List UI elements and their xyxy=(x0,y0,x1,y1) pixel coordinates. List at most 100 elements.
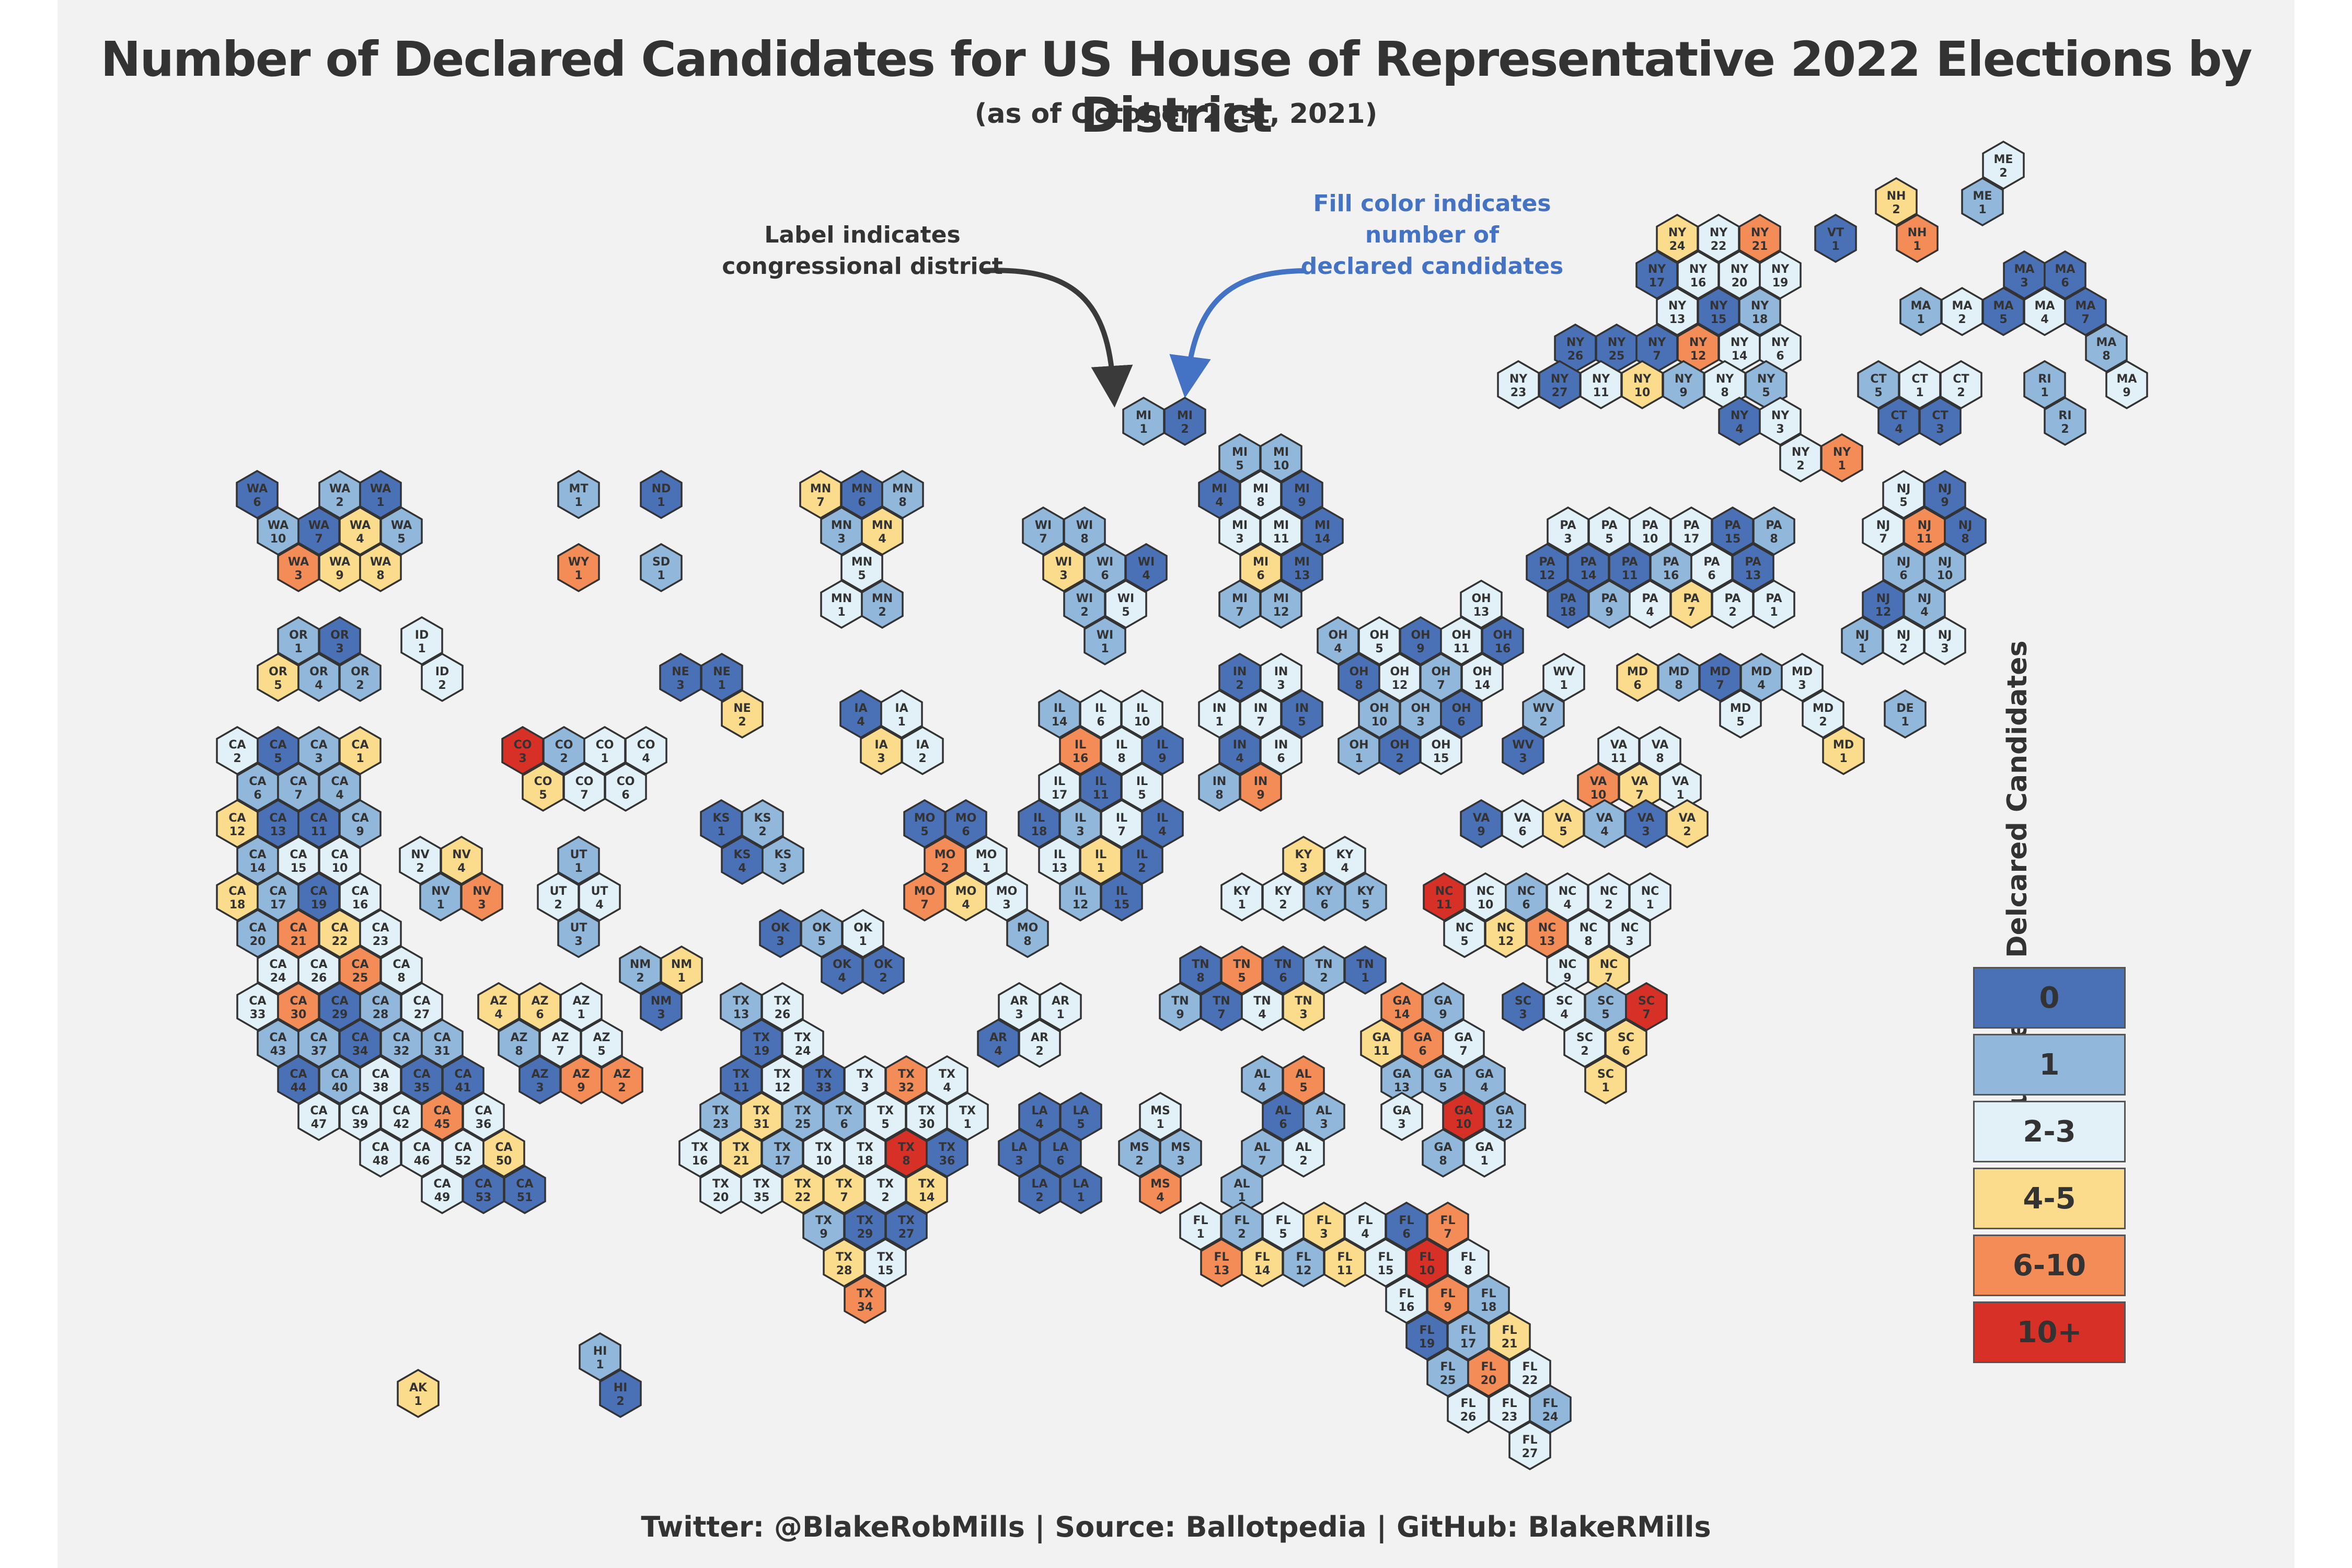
district-state-label: AR xyxy=(989,1031,1007,1044)
district-number-label: 1 xyxy=(577,1008,585,1021)
district-state-label: NY xyxy=(1566,336,1585,349)
district-hexes: ME2ME1NH2NH1VT1NY24NY22NY21NY17NY16NY20N… xyxy=(216,140,2148,1471)
district-state-label: IN xyxy=(1254,775,1268,788)
district-state-label: NY xyxy=(1731,409,1749,422)
district-state-label: WY xyxy=(568,556,590,569)
district-number-label: 5 xyxy=(1605,533,1613,546)
district-hex-ct-3: CT3 xyxy=(1919,396,1962,446)
district-state-label: NY xyxy=(1689,263,1708,276)
district-state-label: NJ xyxy=(1938,482,1952,495)
district-state-label: IA xyxy=(895,702,908,715)
district-number-label: 3 xyxy=(657,1008,665,1021)
district-hex-shape xyxy=(1039,1128,1082,1178)
district-number-label: 7 xyxy=(315,533,322,546)
district-hex-nj-8: NJ8 xyxy=(1944,506,1987,556)
district-state-label: OK xyxy=(833,958,852,971)
district-number-label: 11 xyxy=(1622,569,1638,582)
district-number-label: 6 xyxy=(2061,276,2069,290)
district-number-label: 2 xyxy=(1035,1045,1043,1058)
district-state-label: TX xyxy=(877,1251,894,1264)
district-number-label: 4 xyxy=(1341,862,1348,875)
district-hex-shape xyxy=(1121,762,1163,812)
district-hex-shape xyxy=(1260,652,1302,702)
annotation-arrow-fill xyxy=(1169,268,1305,398)
district-hex-shape xyxy=(1159,1128,1202,1178)
district-hex-ks-3: KS3 xyxy=(762,835,804,885)
district-state-label: NY xyxy=(1751,299,1769,313)
district-number-label: 39 xyxy=(352,1118,368,1131)
district-state-label: ND xyxy=(652,482,671,495)
district-number-label: 3 xyxy=(1398,1118,1405,1131)
district-hex-mi-1: MI1 xyxy=(1122,396,1165,446)
district-state-label: OR xyxy=(351,665,370,678)
district-hex-shape xyxy=(1944,506,1987,556)
district-hex-oh-5: OH5 xyxy=(1358,616,1401,666)
district-state-label: AZ xyxy=(593,1031,610,1044)
legend-item-2: 1 xyxy=(1973,1034,2126,1096)
district-hex-shape xyxy=(1461,652,1504,702)
district-hex-nc-5: NC5 xyxy=(1443,908,1486,959)
district-number-label: 10 xyxy=(1273,459,1289,472)
district-hex-il-4: IL4 xyxy=(1141,799,1184,849)
district-number-label: 4 xyxy=(1560,1008,1568,1021)
district-state-label: NE xyxy=(713,665,730,678)
district-state-label: PA xyxy=(1703,556,1720,569)
district-number-label: 21 xyxy=(733,1155,750,1168)
district-state-label: CA xyxy=(393,958,410,971)
district-state-label: CA xyxy=(351,1031,368,1044)
district-hex-shape xyxy=(1422,982,1465,1032)
district-number-label: 10 xyxy=(332,862,348,875)
district-state-label: NV xyxy=(431,885,449,898)
district-number-label: 20 xyxy=(713,1191,729,1204)
district-state-label: KS xyxy=(713,812,730,825)
district-state-label: NY xyxy=(1668,226,1687,239)
district-hex-ga-7: GA7 xyxy=(1442,1018,1485,1068)
district-state-label: KY xyxy=(1357,885,1375,898)
district-state-label: MI xyxy=(1294,556,1310,569)
district-state-label: FL xyxy=(1460,1324,1475,1337)
district-number-label: 53 xyxy=(476,1191,492,1204)
district-hex-ny-1: NY1 xyxy=(1820,433,1863,483)
district-state-label: IA xyxy=(854,702,867,715)
district-hex-md-1: MD1 xyxy=(1822,725,1865,776)
district-number-label: 8 xyxy=(1117,752,1125,765)
district-number-label: 10 xyxy=(1937,569,1953,582)
district-hex-nj-4: NJ4 xyxy=(1903,579,1946,629)
district-number-label: 1 xyxy=(837,606,845,619)
district-hex-ks-2: KS2 xyxy=(741,799,784,849)
district-number-label: 10 xyxy=(1371,716,1388,729)
district-number-label: 7 xyxy=(1437,679,1445,692)
district-hex-shape xyxy=(339,799,382,849)
district-number-label: 2 xyxy=(1539,716,1547,729)
district-hex-mi-5: MI5 xyxy=(1218,433,1261,483)
district-hex-tn-8: TN8 xyxy=(1179,945,1222,995)
district-hex-tx-3: TX3 xyxy=(844,1055,886,1105)
district-hex-shape xyxy=(1522,689,1565,739)
district-hex-az-9: AZ9 xyxy=(560,1055,603,1105)
district-number-label: 5 xyxy=(1736,716,1744,729)
district-number-label: 2 xyxy=(1728,606,1736,619)
district-state-label: NC xyxy=(1538,921,1557,935)
district-number-label: 13 xyxy=(1214,1264,1230,1277)
district-number-label: 5 xyxy=(597,1045,605,1058)
district-hex-shape xyxy=(1125,543,1168,593)
district-number-label: 42 xyxy=(394,1118,410,1131)
district-number-label: 9 xyxy=(356,825,364,838)
district-hex-nv-2: NV2 xyxy=(399,835,442,885)
district-number-label: 7 xyxy=(1642,1008,1650,1021)
district-hex-az-3: AZ3 xyxy=(518,1055,561,1105)
district-hex-mo-4: MO4 xyxy=(944,872,987,922)
district-hex-shape xyxy=(1139,1165,1182,1215)
district-number-label: 27 xyxy=(1522,1447,1538,1460)
